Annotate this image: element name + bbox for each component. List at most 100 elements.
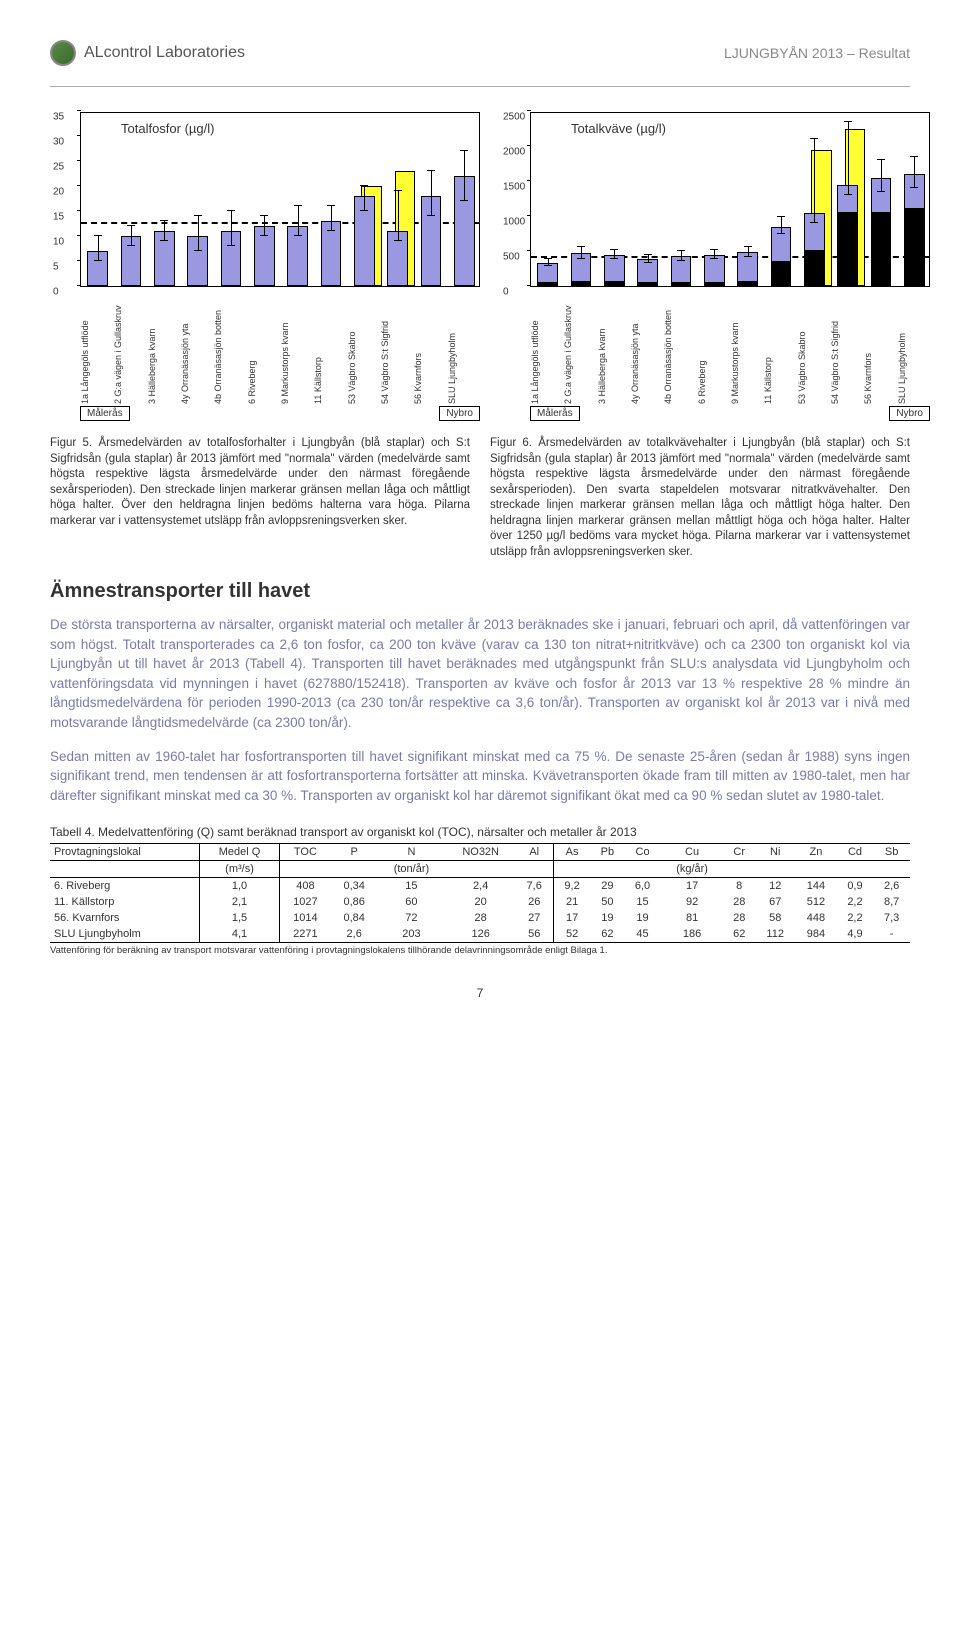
table-unit: (m³/s) [200, 861, 279, 878]
chart-left-canvas: Totalfosfor (µg/l)05101520253035 [80, 112, 480, 287]
para-2: Sedan mitten av 1960-talet har fosfortra… [50, 747, 910, 806]
table-cell: SLU Ljungbyholm [50, 926, 200, 943]
table-cell: 28 [446, 910, 516, 926]
bar-blue [837, 185, 858, 287]
x-label: 1a Långegöls utflöde [80, 289, 113, 404]
table-header: Al [516, 844, 553, 861]
y-tick-label: 0 [53, 287, 59, 298]
table-row: SLU Ljungbyholm4,122712,6203126565262451… [50, 926, 910, 943]
table-cell: 15 [377, 878, 445, 895]
bar-blue [804, 213, 825, 287]
table-unit [279, 861, 331, 878]
x-label: 1a Långegöls utflöde [530, 289, 563, 404]
x-label: 3 Hälleberga kvarn [597, 289, 630, 404]
bar-black-segment [838, 212, 857, 286]
table-cell: 2,2 [837, 894, 874, 910]
table-unit [553, 861, 590, 878]
table-cell: 17 [661, 878, 724, 895]
table-header: As [553, 844, 590, 861]
chart-left: Totalfosfor (µg/l)05101520253035 1a Lång… [50, 112, 480, 421]
table-cell: 2,4 [446, 878, 516, 895]
table-header: NO32N [446, 844, 516, 861]
table-cell: 56. Kvarnfors [50, 910, 200, 926]
table-cell: 81 [661, 910, 724, 926]
x-label: 56 Kvarnfors [863, 289, 896, 404]
table-unit [50, 861, 200, 878]
chart-right-loc-left: Målerås [530, 406, 580, 421]
table-header: N [377, 844, 445, 861]
y-tick-label: 25 [53, 162, 64, 173]
table-cell: - [873, 926, 910, 943]
table-cell: 62 [723, 926, 755, 943]
x-label: 53 Vägbro Skabro [347, 289, 380, 404]
x-label: SLU Ljungbyholm [897, 289, 930, 404]
table-unit [755, 861, 795, 878]
chart-right-loc-right: Nybro [889, 406, 930, 421]
threshold-line [81, 222, 479, 224]
bar-black-segment [672, 282, 691, 286]
table-cell: 186 [661, 926, 724, 943]
table-header: Ni [755, 844, 795, 861]
table-cell: 0,86 [331, 894, 377, 910]
table-cell: 27 [516, 910, 553, 926]
x-label: 4y Orranäsasjön yta [630, 289, 663, 404]
table-cell: 4,9 [837, 926, 874, 943]
table-unit: (kg/år) [661, 861, 724, 878]
table-header: Cr [723, 844, 755, 861]
x-label: 4b Orranäsasjön botten [663, 289, 696, 404]
table-cell: 19 [624, 910, 661, 926]
table-cell: 1,5 [200, 910, 279, 926]
table-unit [624, 861, 661, 878]
table-header: Provtagningslokal [50, 844, 200, 861]
bar-black-segment [738, 281, 757, 285]
table-header: Medel Q [200, 844, 279, 861]
caption-fig5: Figur 5. Årsmedelvärden av totalfosforha… [50, 436, 470, 560]
table-cell: 8 [723, 878, 755, 895]
table-cell: 1027 [279, 894, 331, 910]
table-cell: 512 [795, 894, 836, 910]
doc-title: LJUNGBYÅN 2013 – Resultat [724, 45, 910, 61]
chart-title: Totalkväve (µg/l) [571, 121, 666, 136]
table-cell: 28 [723, 910, 755, 926]
table-cell: 4,1 [200, 926, 279, 943]
table-cell: 62 [591, 926, 625, 943]
table-header: Co [624, 844, 661, 861]
table-cell: 29 [591, 878, 625, 895]
x-label: 11 Källstorp [763, 289, 796, 404]
table-cell: 0,84 [331, 910, 377, 926]
table-cell: 50 [591, 894, 625, 910]
y-tick-label: 15 [53, 212, 64, 223]
bar-blue [604, 255, 625, 286]
lab-name: ALcontrol Laboratories [84, 44, 245, 62]
x-label: 2 G:a vägen i Gullaskruv [113, 289, 146, 404]
table-unit: (ton/år) [377, 861, 445, 878]
chart-left-loc-right: Nybro [439, 406, 480, 421]
table-unit [446, 861, 516, 878]
table-cell: 72 [377, 910, 445, 926]
transport-table: ProvtagningslokalMedel QTOCPNNO32NAlAsPb… [50, 843, 910, 943]
bar-blue [704, 255, 725, 287]
page-number: 7 [50, 986, 910, 1000]
x-label: 2 G:a vägen i Gullaskruv [563, 289, 596, 404]
table-header: TOC [279, 844, 331, 861]
table-cell: 6,0 [624, 878, 661, 895]
table-cell: 92 [661, 894, 724, 910]
header-divider [50, 86, 910, 87]
y-tick-label: 500 [503, 252, 520, 263]
bar-blue [771, 227, 792, 287]
x-label: 56 Kvarnfors [413, 289, 446, 404]
table-unit [795, 861, 836, 878]
y-tick-label: 20 [53, 187, 64, 198]
bar-black-segment [638, 282, 657, 285]
bar-blue [904, 174, 925, 286]
table-cell: 26 [516, 894, 553, 910]
table-header: Pb [591, 844, 625, 861]
table-caption: Tabell 4. Medelvattenföring (Q) samt ber… [50, 825, 910, 839]
table-cell: 12 [755, 878, 795, 895]
table-cell: 0,9 [837, 878, 874, 895]
table-unit [873, 861, 910, 878]
table-cell: 15 [624, 894, 661, 910]
table-cell: 2,6 [873, 878, 910, 895]
table-unit [723, 861, 755, 878]
y-tick-label: 1500 [503, 182, 525, 193]
